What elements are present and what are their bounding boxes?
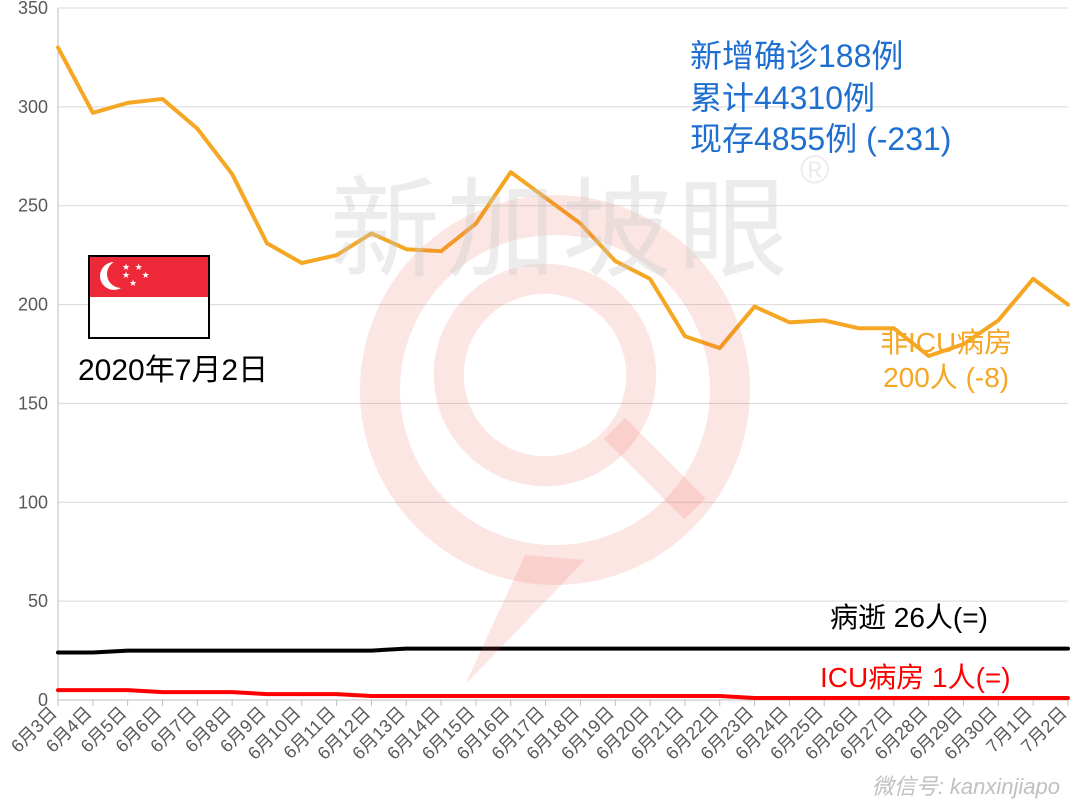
y-tick-label: 50 xyxy=(28,591,48,611)
chart-date: 2020年7月2日 xyxy=(78,345,268,389)
wechat-credit: 微信号: kanxinjiapo xyxy=(872,769,1060,801)
y-tick-label: 350 xyxy=(18,0,48,18)
icu-label: ICU病房 1人(=) xyxy=(820,656,1011,696)
series-病逝 xyxy=(58,649,1068,653)
y-tick-label: 100 xyxy=(18,492,48,512)
non-icu-label: 非ICU病房200人 (-8) xyxy=(880,325,1012,395)
deaths-label: 病逝 26人(=) xyxy=(830,596,988,636)
chart-container: 新加坡眼 ® 050100150200250300350 6月3日6月4日6月5… xyxy=(0,0,1080,807)
y-tick-label: 250 xyxy=(18,196,48,216)
y-tick-label: 150 xyxy=(18,393,48,413)
y-tick-label: 300 xyxy=(18,97,48,117)
summary-stats: 新增确诊188例累计44310例现存4855例 (-231) xyxy=(690,36,951,161)
y-tick-label: 200 xyxy=(18,295,48,315)
singapore-flag: ★ ★★ ★ ★ xyxy=(88,255,210,339)
